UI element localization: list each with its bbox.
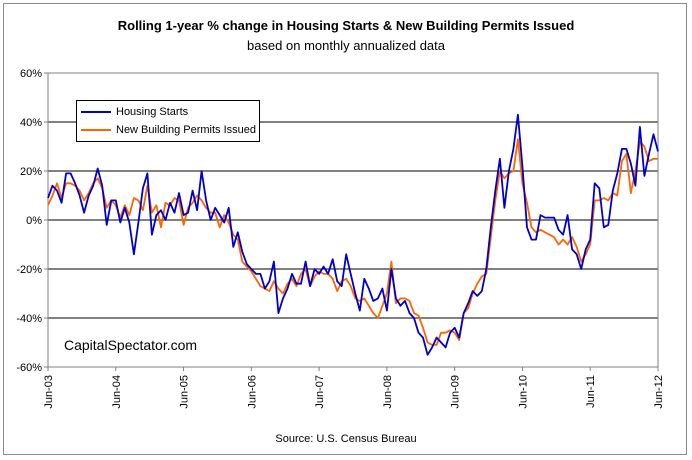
x-axis-ticks: Jun-03 Jun-04 Jun-05 Jun-06 Jun-07 Jun-08 Jun-… — [43, 367, 665, 409]
series-lines — [47, 113, 659, 356]
y-tick-label: -60% — [16, 362, 42, 374]
legend: Housing Starts New Building Permits Issu… — [76, 100, 260, 142]
legend-item-building-permits: New Building Permits Issued — [81, 122, 256, 138]
x-tick-label: Jun-06 — [246, 375, 258, 409]
x-tick-label: Jun-08 — [382, 375, 394, 409]
y-tick-label: -20% — [16, 264, 42, 276]
legend-label-building-permits: New Building Permits Issued — [116, 124, 257, 136]
x-tick-label: Jun-07 — [314, 375, 326, 409]
series-line-building-permits — [47, 138, 658, 346]
chart-subtitle: based on monthly annualized data — [246, 38, 446, 53]
x-tick-label: Jun-04 — [111, 375, 123, 409]
y-tick-label: 0% — [26, 215, 42, 227]
y-axis-ticks: -60% -40% -20% 0% 20% 40% 60% — [16, 68, 48, 374]
x-tick-label: Jun-09 — [450, 375, 462, 409]
x-tick-label: Jun-12 — [653, 375, 665, 409]
x-tick-label: Jun-11 — [585, 375, 597, 408]
y-tick-label: 20% — [20, 166, 42, 178]
y-tick-label: 40% — [20, 117, 42, 129]
chart-frame — [3, 3, 687, 455]
x-tick-label: Jun-03 — [43, 375, 55, 409]
chart-title: Rolling 1-year % change in Housing Start… — [117, 18, 575, 33]
watermark-text: CapitalSpectator.com — [64, 337, 198, 353]
series-line-housing-starts — [47, 113, 659, 356]
legend-swatch-housing-starts — [81, 111, 111, 113]
y-tick-label: -40% — [16, 313, 42, 325]
x-tick-label: Jun-05 — [179, 375, 191, 409]
source-note: Source: U.S. Census Bureau — [275, 433, 417, 445]
legend-swatch-building-permits — [81, 129, 111, 131]
x-tick-label: Jun-10 — [517, 375, 529, 409]
legend-label-housing-starts: Housing Starts — [116, 106, 189, 118]
legend-item-housing-starts: Housing Starts — [81, 104, 188, 120]
y-tick-label: 60% — [20, 68, 42, 80]
